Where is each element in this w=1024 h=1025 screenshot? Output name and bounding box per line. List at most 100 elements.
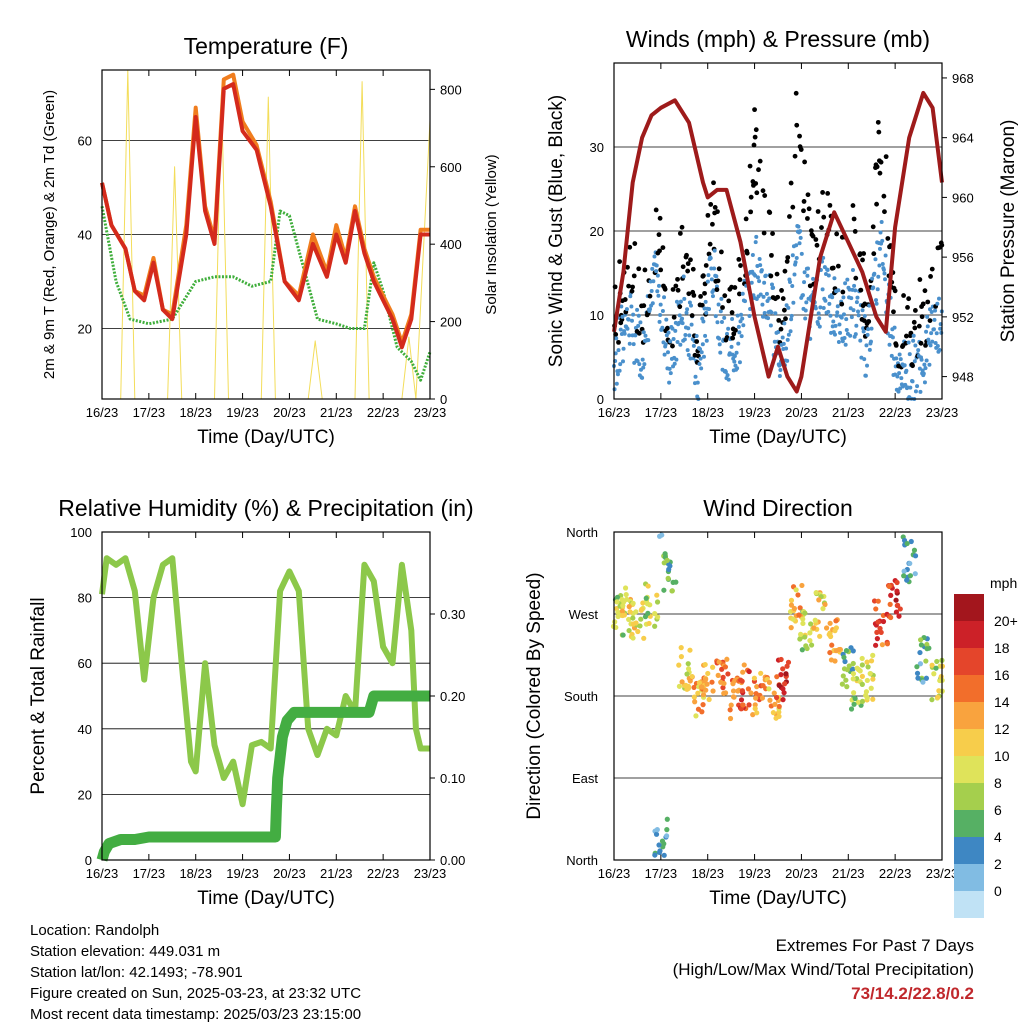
wind-point [712,248,717,253]
gust-point [881,193,887,199]
wind-point [789,317,794,322]
wind-point [651,279,656,284]
direction-point [879,642,885,648]
direction-point [907,560,913,567]
wind-point [618,327,623,332]
wind-point [757,279,762,284]
wind-point [875,287,880,292]
extremes-title: Extremes For Past 7 Days [775,936,974,955]
gust-point [860,257,865,263]
wind-point [687,300,692,305]
gust-point [670,343,675,349]
legend-label: 16 [994,667,1010,683]
wind-point [920,368,925,373]
direction-point [740,702,746,708]
gust-point [798,147,804,152]
wind-point [869,326,874,331]
wind-point [883,253,888,258]
wind-point [627,341,632,346]
wind-point [927,362,932,367]
wind-point [662,295,667,300]
wind-point [938,326,943,331]
gust-point [908,330,914,336]
y-tick-label: 0 [597,392,604,407]
wind-point [617,368,622,373]
direction-point [685,661,691,667]
wind-point [861,329,866,334]
direction-point [706,696,712,703]
direction-point [827,620,833,626]
gust-point [853,275,859,281]
legend-swatch [954,783,984,810]
wind-point [831,319,836,324]
direction-point [833,618,839,624]
wind-point [828,313,833,318]
x-tick-label: 19/23 [738,405,771,420]
gust-point [641,303,647,309]
x-tick-label: 17/23 [133,866,166,881]
direction-point [782,681,788,687]
gust-point [718,249,724,255]
y-tick-label: 80 [78,591,92,606]
direction-point [795,592,801,598]
wind-point [703,299,708,304]
gust-point [903,333,909,339]
direction-point [710,688,716,694]
wind-point [826,273,831,278]
rh-line [99,555,430,808]
wind-point [759,268,764,273]
wind-point [907,352,912,357]
gust-point [805,192,811,198]
wind-point [719,320,724,325]
wind-point [629,318,634,323]
wind-point [851,308,856,313]
wind-point [712,266,717,271]
gust-point [684,252,689,258]
wind-point [700,342,705,347]
direction-point [924,646,930,652]
direction-point [753,695,759,701]
gust-point [630,284,635,290]
direction-point [917,661,924,667]
gust-point [840,289,846,295]
x-tick-label: 23/23 [414,866,447,881]
wind-point [800,293,805,298]
wind-point [848,333,853,338]
wind-point [791,300,796,305]
direction-point [852,695,858,702]
direction-point [832,658,838,664]
wind-point [629,304,634,309]
wind-point [681,274,686,279]
wind-point [849,315,854,320]
wind-point [835,304,840,309]
wind-point [785,337,790,342]
wind-point [899,376,904,381]
direction-point [923,658,929,664]
direction-point [752,702,758,708]
wind-point [777,373,782,378]
y2-tick-label: 600 [440,160,462,175]
station-latlon: Station lat/lon: 42.1493; -78.901 [30,964,243,981]
wind-point [790,253,795,258]
gust-point [653,207,659,213]
direction-point [894,588,900,594]
wind-point [703,333,708,338]
wind-point [734,350,739,355]
wind-point [841,312,846,317]
wind-point [640,357,645,362]
gust-point [782,268,788,274]
y-tick-label: 40 [78,722,92,737]
wind-point [898,386,903,391]
wind-point [711,288,716,293]
wind-point [704,338,709,343]
direction-point [865,664,871,670]
direction-point [771,690,777,696]
wind-point [923,366,928,371]
direction-point [654,827,660,833]
legend-swatch [954,891,984,918]
direction-point [820,606,826,612]
gust-point [927,318,933,323]
direction-point [691,694,697,700]
direction-point [812,617,818,623]
wind-point [805,273,810,278]
